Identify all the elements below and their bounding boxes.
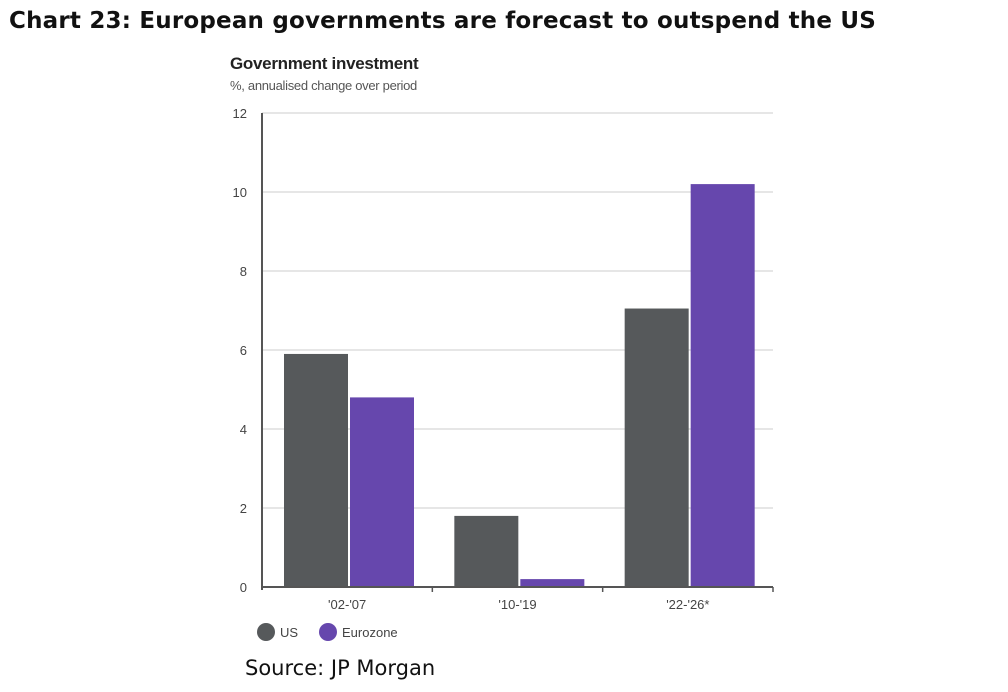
page-title: Chart 23: European governments are forec… [9,8,876,34]
bar-us-2 [454,515,519,587]
legend-swatch-eurozone [319,623,337,641]
legend-swatch-us [257,623,275,641]
x-tick-label: '22-'26* [666,597,709,612]
chart-subtitle: %, annualised change over period [230,78,417,93]
bar-eurozone-3 [690,184,755,587]
legend-label-us: US [280,625,298,640]
bar-us-1 [284,353,348,587]
x-tick-label: '10-'19 [498,597,536,612]
bar-eurozone-1 [350,397,414,587]
x-tick-label: '02-'07 [328,597,366,612]
y-tick-label: 0 [240,580,247,595]
chart-title: Government investment [230,54,419,73]
y-tick-label: 6 [240,343,247,358]
y-tick-label: 2 [240,501,247,516]
y-tick-label: 12 [233,106,247,121]
legend-label-eurozone: Eurozone [342,625,398,640]
y-tick-label: 8 [240,264,247,279]
bar-eurozone-2 [520,579,585,587]
source-note: Source: JP Morgan [245,656,436,680]
bar-us-3 [624,308,689,587]
y-tick-label: 4 [240,422,247,437]
y-tick-label: 10 [233,185,247,200]
